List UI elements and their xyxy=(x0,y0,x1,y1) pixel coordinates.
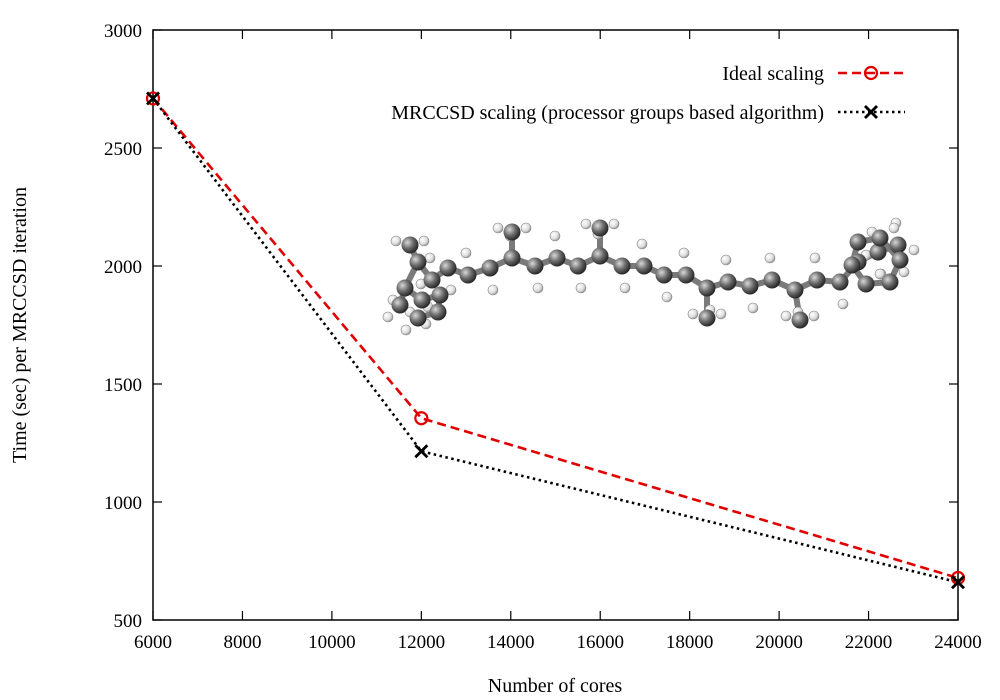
legend-label: Ideal scaling xyxy=(722,63,824,85)
molecule-carbons xyxy=(391,219,909,329)
y-axis-label: Time (sec) per MRCCSD iteration xyxy=(9,187,31,463)
legend-label: MRCCSD scaling (processor groups based a… xyxy=(391,102,824,124)
y-tick-label: 1500 xyxy=(104,375,142,396)
x-tick-label: 20000 xyxy=(755,632,803,653)
series-line-0 xyxy=(152,97,959,580)
legend-marker-circle xyxy=(863,65,879,81)
x-tick-label: 24000 xyxy=(934,632,982,653)
legend: Ideal scaling MRCCSD scaling (processor g… xyxy=(391,63,905,124)
x-tick-label: 6000 xyxy=(134,632,172,653)
molecule-image xyxy=(382,217,920,336)
data-point-x xyxy=(951,575,965,590)
x-tick-label: 8000 xyxy=(223,632,261,653)
x-tick-label: 16000 xyxy=(576,632,624,653)
series-layer xyxy=(145,91,966,590)
data-point-x xyxy=(414,444,429,459)
ticks-layer: 6000 8000 10000 12000 14000 16000 18000 20000 22… xyxy=(104,21,982,653)
data-point-circle xyxy=(145,91,161,106)
data-point-circle xyxy=(414,411,429,426)
series-line-1 xyxy=(151,97,959,584)
x-tick-label: 18000 xyxy=(666,632,714,653)
y-tick-label: 2500 xyxy=(104,139,142,160)
x-tick-label: 12000 xyxy=(398,632,446,653)
molecule-hydrogens xyxy=(382,217,920,336)
y-tick-label: 3000 xyxy=(104,21,142,42)
y-tick-label: 500 xyxy=(114,611,143,632)
data-point-x xyxy=(146,91,160,106)
x-tick-label: 10000 xyxy=(308,632,356,653)
x-tick-label: 14000 xyxy=(487,632,535,653)
x-axis-label: Number of cores xyxy=(488,675,623,697)
plot-frame xyxy=(152,29,959,621)
x-tick-label: 22000 xyxy=(845,632,893,653)
y-tick-label: 1000 xyxy=(104,493,142,514)
y-tick-label: 2000 xyxy=(104,257,142,278)
legend-marker-x xyxy=(864,105,878,119)
